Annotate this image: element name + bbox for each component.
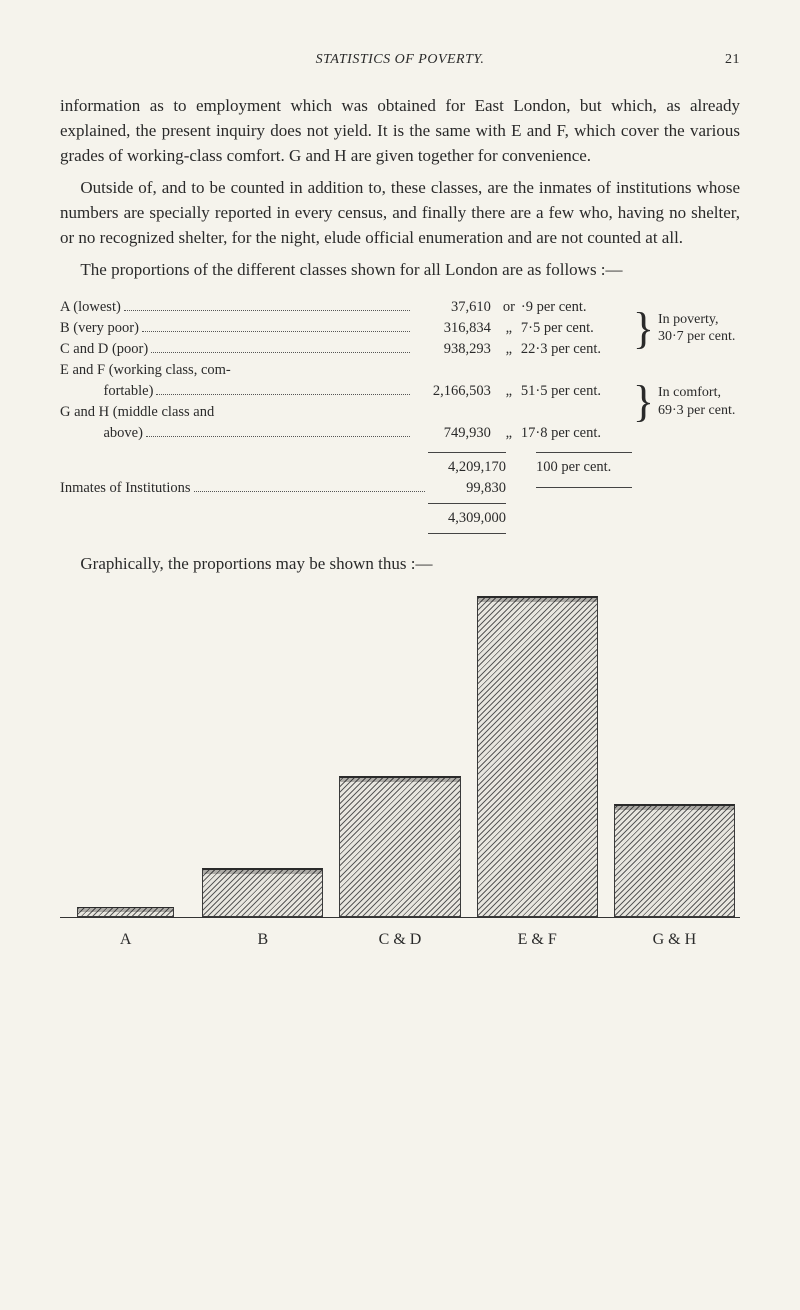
row-pct: 7·5 per cent. (521, 318, 629, 339)
paragraph-1: information as to employment which was o… (60, 94, 740, 168)
axis-label-cd: C & D (340, 928, 459, 951)
row-label: above) (104, 423, 143, 444)
chart-axis-labels: A B C & D E & F G & H (60, 918, 740, 951)
axis-label-gh: G & H (615, 928, 734, 951)
row-label: fortable) (104, 381, 154, 402)
bar-ef (477, 596, 598, 917)
axis-label-ef: E & F (478, 928, 597, 951)
subtotal-row: 4,209,170 100 per cent. (60, 457, 740, 478)
row-sep: „ (497, 423, 521, 444)
table-row-gh-line2: above) 749,930 „ 17·8 per cent. (60, 423, 629, 444)
row-label: Inmates of Institutions (60, 478, 191, 499)
row-number: 99,830 (428, 478, 512, 499)
bar-a (77, 907, 174, 917)
brace-icon: } (633, 309, 654, 349)
page-number: 21 (710, 50, 740, 70)
table-row-cd: C and D (poor) 938,293 „ 22·3 per cent. (60, 339, 629, 360)
row-sep: „ (497, 339, 521, 360)
comfort-group: E and F (working class, com- fortable) 2… (60, 360, 740, 444)
table-row-b: B (very poor) 316,834 „ 7·5 per cent. (60, 318, 629, 339)
subtotal-number: 4,209,170 (428, 457, 512, 478)
row-number: 938,293 (413, 339, 497, 360)
bar-b (202, 868, 323, 917)
paragraph-2: Outside of, and to be counted in additio… (60, 176, 740, 250)
row-label: G and H (middle class and (60, 402, 214, 423)
subtotal-pct: 100 per cent. (536, 457, 644, 478)
grand-total-row: 4,309,000 (60, 508, 740, 529)
running-head: STATISTICS OF POVERTY. (90, 50, 710, 70)
row-pct: 51·5 per cent. (521, 381, 629, 402)
row-sep: „ (497, 318, 521, 339)
axis-label-a: A (66, 928, 185, 951)
table-row-ef-line2: fortable) 2,166,503 „ 51·5 per cent. (60, 381, 629, 402)
grand-total: 4,309,000 (428, 508, 512, 529)
row-label: B (very poor) (60, 318, 139, 339)
brace-icon: } (633, 382, 654, 422)
row-number: 749,930 (413, 423, 497, 444)
row-number: 37,610 (413, 297, 497, 318)
bar-cd (339, 776, 460, 917)
row-label: E and F (working class, com- (60, 360, 231, 381)
row-sep: „ (497, 381, 521, 402)
row-pct: ·9 per cent. (521, 297, 629, 318)
bar-gh (614, 804, 735, 917)
poverty-note: In poverty, 30·7 per cent. (658, 311, 740, 346)
table-row-gh-line1: G and H (middle class and (60, 402, 629, 423)
row-pct: 22·3 per cent. (521, 339, 629, 360)
inmates-row: Inmates of Institutions 99,830 (60, 478, 740, 499)
row-pct: 17·8 per cent. (521, 423, 629, 444)
paragraph-3: The proportions of the different classes… (60, 258, 740, 283)
table-row-ef-line1: E and F (working class, com- (60, 360, 629, 381)
bar-chart (60, 587, 740, 918)
comfort-note: In comfort, 69·3 per cent. (658, 384, 740, 419)
statistics-table: A (lowest) 37,610 or ·9 per cent. B (ver… (60, 297, 740, 538)
poverty-group: A (lowest) 37,610 or ·9 per cent. B (ver… (60, 297, 740, 360)
axis-label-b: B (203, 928, 322, 951)
row-label: A (lowest) (60, 297, 121, 318)
table-row-a: A (lowest) 37,610 or ·9 per cent. (60, 297, 629, 318)
chart-caption: Graphically, the proportions may be show… (60, 552, 740, 577)
row-number: 2,166,503 (413, 381, 497, 402)
row-number: 316,834 (413, 318, 497, 339)
page-header: STATISTICS OF POVERTY. 21 (60, 50, 740, 70)
row-label: C and D (poor) (60, 339, 148, 360)
row-sep: or (497, 297, 521, 318)
